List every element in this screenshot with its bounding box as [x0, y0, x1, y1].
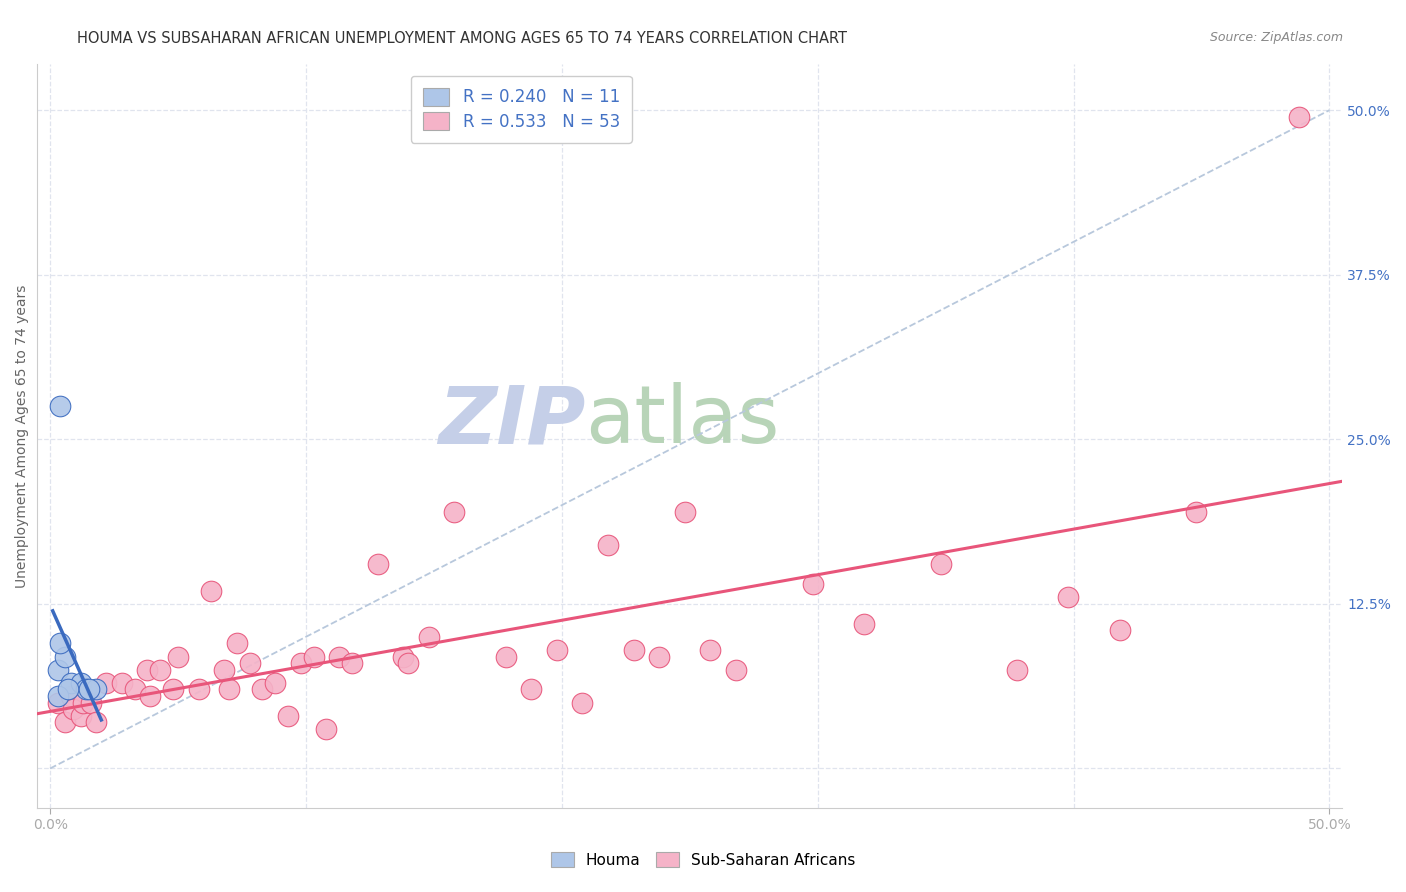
Point — [62, 702, 84, 716]
Point — [46, 689, 69, 703]
Point — [302, 649, 325, 664]
Point — [315, 722, 337, 736]
Point — [139, 689, 162, 703]
Point — [77, 682, 100, 697]
Point — [162, 682, 184, 697]
Point — [596, 538, 619, 552]
Text: HOUMA VS SUBSAHARAN AFRICAN UNEMPLOYMENT AMONG AGES 65 TO 74 YEARS CORRELATION C: HOUMA VS SUBSAHARAN AFRICAN UNEMPLOYMENT… — [77, 31, 848, 46]
Point — [929, 558, 952, 572]
Point — [84, 682, 107, 697]
Point — [264, 676, 287, 690]
Point — [96, 676, 118, 690]
Point — [1108, 624, 1130, 638]
Point — [290, 656, 312, 670]
Point — [1007, 663, 1029, 677]
Point — [46, 663, 69, 677]
Point — [673, 505, 696, 519]
Point — [1057, 591, 1080, 605]
Y-axis label: Unemployment Among Ages 65 to 74 years: Unemployment Among Ages 65 to 74 years — [15, 285, 30, 588]
Point — [418, 630, 440, 644]
Point — [200, 583, 222, 598]
Point — [546, 643, 568, 657]
Point — [239, 656, 262, 670]
Point — [340, 656, 363, 670]
Text: Source: ZipAtlas.com: Source: ZipAtlas.com — [1209, 31, 1343, 45]
Point — [328, 649, 350, 664]
Point — [56, 682, 79, 697]
Point — [225, 636, 247, 650]
Point — [69, 676, 91, 690]
Point — [520, 682, 543, 697]
Point — [59, 689, 82, 703]
Legend: Houma, Sub-Saharan Africans: Houma, Sub-Saharan Africans — [543, 844, 863, 875]
Point — [84, 715, 107, 730]
Point — [149, 663, 172, 677]
Point — [367, 558, 389, 572]
Point — [443, 505, 465, 519]
Point — [724, 663, 747, 677]
Point — [218, 682, 240, 697]
Point — [69, 708, 91, 723]
Point — [648, 649, 671, 664]
Point — [392, 649, 415, 664]
Point — [187, 682, 209, 697]
Point — [124, 682, 146, 697]
Point — [49, 636, 72, 650]
Legend: R = 0.240   N = 11, R = 0.533   N = 53: R = 0.240 N = 11, R = 0.533 N = 53 — [411, 76, 631, 143]
Point — [80, 696, 103, 710]
Point — [801, 577, 824, 591]
Point — [111, 676, 134, 690]
Point — [1288, 110, 1310, 124]
Point — [49, 400, 72, 414]
Point — [75, 682, 97, 697]
Point — [1185, 505, 1208, 519]
Point — [55, 649, 77, 664]
Point — [46, 696, 69, 710]
Point — [623, 643, 645, 657]
Point — [72, 696, 94, 710]
Point — [495, 649, 517, 664]
Point — [396, 656, 419, 670]
Text: ZIP: ZIP — [439, 382, 585, 460]
Point — [277, 708, 299, 723]
Point — [212, 663, 235, 677]
Point — [167, 649, 190, 664]
Point — [136, 663, 159, 677]
Point — [699, 643, 721, 657]
Text: atlas: atlas — [585, 382, 780, 460]
Point — [55, 715, 77, 730]
Point — [852, 616, 875, 631]
Point — [571, 696, 593, 710]
Point — [252, 682, 274, 697]
Point — [59, 676, 82, 690]
